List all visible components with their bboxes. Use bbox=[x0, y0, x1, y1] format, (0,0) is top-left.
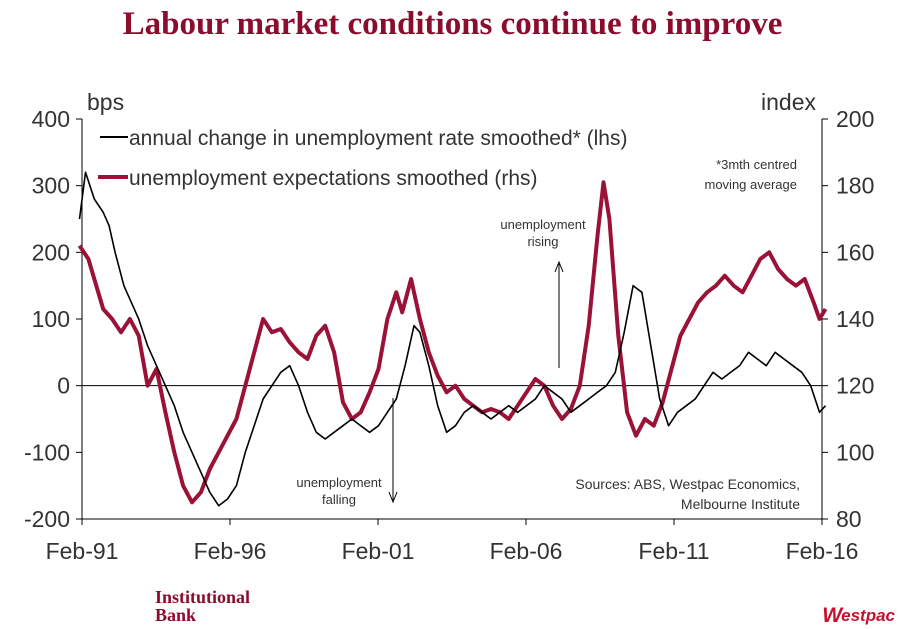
legend-entry-rhs: unemployment expectations smoothed (rhs) bbox=[129, 167, 538, 190]
falling-label-line-1: unemployment bbox=[296, 475, 382, 490]
institutional-bank-logo: Institutional Bank bbox=[155, 588, 250, 624]
right-axis-tick-label: 100 bbox=[836, 439, 874, 465]
x-axis-tick-label: Feb-01 bbox=[342, 538, 415, 564]
left-axis-tick-label: -200 bbox=[24, 506, 70, 532]
x-axis-tick-label: Feb-96 bbox=[194, 538, 267, 564]
left-axis-tick-label: -100 bbox=[24, 439, 70, 465]
left-axis-tick-label: 0 bbox=[57, 373, 70, 399]
right-axis-tick-label: 200 bbox=[836, 106, 874, 132]
series-line-unemployment-rate-change bbox=[78, 171, 827, 507]
series-line-unemployment-expectations bbox=[77, 180, 828, 505]
sources-line-2: Melbourne Institute bbox=[681, 496, 800, 512]
bank-line-1: Institutional bbox=[155, 587, 251, 607]
note-line-2: moving average bbox=[705, 177, 798, 192]
x-axis-tick-label: Feb-06 bbox=[490, 538, 563, 564]
westpac-wordmark: estpac bbox=[841, 606, 895, 625]
x-axis-tick-label: Feb-91 bbox=[46, 538, 119, 564]
right-axis-tick-label: 120 bbox=[836, 373, 874, 399]
right-axis-tick-label: 80 bbox=[836, 506, 862, 532]
right-axis-tick-label: 140 bbox=[836, 306, 874, 332]
rising-label-line-1: unemployment bbox=[500, 217, 586, 232]
x-axis-tick-label: Feb-16 bbox=[786, 538, 859, 564]
westpac-w-mark: W bbox=[822, 604, 843, 627]
bank-line-2: Bank bbox=[155, 605, 197, 625]
left-axis-tick-label: 100 bbox=[32, 306, 70, 332]
falling-label-line-2: falling bbox=[322, 492, 356, 507]
rising-label-line-2: rising bbox=[527, 234, 558, 249]
left-axis-label: bps bbox=[87, 89, 124, 115]
legend-entry-lhs: annual change in unemployment rate smoot… bbox=[129, 127, 627, 150]
rising-arrow-head bbox=[554, 260, 564, 273]
left-axis-tick-label: 200 bbox=[32, 239, 70, 265]
right-axis-tick-label: 180 bbox=[836, 173, 874, 199]
sources-line-1: Sources: ABS, Westpac Economics, bbox=[575, 476, 800, 492]
note-line-1: *3mth centred bbox=[716, 157, 797, 172]
falling-arrow-head bbox=[388, 491, 398, 504]
chart-title: Labour market conditions continue to imp… bbox=[122, 6, 783, 42]
x-axis-tick-label: Feb-11 bbox=[638, 538, 709, 564]
right-axis-label: index bbox=[761, 89, 816, 115]
right-axis-tick-label: 160 bbox=[836, 239, 874, 265]
left-axis-tick-label: 400 bbox=[32, 106, 70, 132]
left-axis-tick-label: 300 bbox=[32, 173, 70, 199]
